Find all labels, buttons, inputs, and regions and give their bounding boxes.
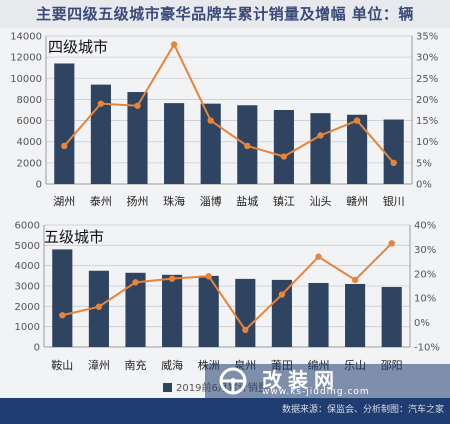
figure-title: 主要四级五级城市豪华品牌车累计销量及增幅 单位：辆	[36, 5, 414, 23]
y-right-tick-label: 25%	[416, 74, 438, 85]
y-right-tick-label: 0%	[414, 318, 430, 329]
y-left-tick-label: 5000	[15, 241, 40, 252]
bar	[308, 282, 329, 347]
y-left-tick-label: 4000	[17, 137, 42, 148]
y-left-tick-label: 0	[34, 343, 40, 354]
x-category-label: 汕头	[310, 195, 332, 208]
growth-point	[351, 276, 359, 284]
x-category-label: 泰州	[90, 194, 112, 208]
panel-1: 0 2000 4000 6000 8000 10000 12000 14000 0% 5% 10% 1…	[10, 32, 438, 209]
y-left-tick-label: 6000	[15, 221, 40, 232]
watermark-title: 改装网	[262, 368, 340, 392]
y-right-tick-label: 30%	[414, 245, 436, 256]
x-category-label: 扬州	[127, 194, 149, 208]
watermark-url: www.ks-jiuding.com	[262, 387, 370, 397]
growth-point	[390, 159, 397, 167]
bar	[164, 103, 185, 184]
steering-wheel-icon	[219, 367, 247, 395]
growth-point	[134, 102, 141, 109]
growth-line	[62, 242, 393, 332]
growth-point	[170, 41, 178, 48]
growth-point	[61, 142, 68, 150]
y-right-tick-label: 20%	[414, 269, 436, 280]
bar	[310, 113, 331, 184]
bar	[125, 272, 146, 347]
growth-point	[168, 275, 176, 282]
bar	[54, 63, 75, 184]
y-left-tick-label: 1000	[15, 322, 40, 333]
x-category-label: 湖州	[53, 195, 75, 208]
y-right-tick-label: 20%	[416, 95, 438, 106]
y-right-tick-label: 35%	[416, 32, 438, 43]
y-left-tick-label: 0	[36, 180, 42, 191]
panel-title: 五级城市	[44, 228, 104, 246]
y-right-tick-label: 10%	[416, 137, 438, 148]
growth-point	[317, 132, 324, 139]
y-right-tick-label: 5%	[416, 158, 432, 169]
x-category-label: 银川	[383, 194, 405, 208]
title-bar	[0, 0, 450, 28]
panel-title: 四级城市	[48, 38, 108, 56]
y-left-tick-label: 14000	[10, 32, 42, 43]
growth-point	[207, 117, 214, 124]
bar	[235, 278, 256, 347]
growth-point	[388, 240, 395, 247]
x-category-label: 淄博	[200, 195, 222, 208]
y-left-tick-label: 3000	[15, 282, 40, 293]
bar	[273, 110, 294, 184]
y-left-tick-label: 10000	[10, 74, 42, 85]
y-left-tick-label: 6000	[17, 116, 42, 127]
growth-point	[132, 279, 139, 286]
growth-point	[242, 326, 249, 334]
footer-bar	[0, 398, 450, 424]
x-category-label: 珠海	[163, 194, 185, 208]
x-category-label: 盐城	[236, 195, 258, 208]
growth-point	[95, 303, 103, 310]
bar	[271, 279, 292, 347]
growth-point	[97, 100, 105, 107]
y-right-tick-label: 10%	[414, 294, 436, 305]
bar	[347, 114, 368, 184]
y-left-tick-label: 12000	[10, 53, 42, 64]
bar	[90, 84, 111, 184]
y-left-tick-label: 2000	[17, 158, 42, 169]
x-category-label: 漳州	[88, 358, 110, 372]
y-right-tick-label: -10%	[414, 343, 440, 354]
x-category-label: 南充	[125, 358, 147, 372]
y-left-tick-label: 4000	[15, 261, 40, 272]
growth-point	[205, 273, 212, 280]
bar	[345, 283, 366, 347]
panel-2: 0 1000 2000 3000 4000 5000 6000 -10% 0% 10% 20% 30%…	[15, 221, 440, 373]
growth-point	[315, 253, 322, 260]
y-left-tick-label: 8000	[17, 95, 42, 106]
y-right-tick-label: 40%	[414, 221, 436, 232]
bar	[198, 275, 219, 347]
growth-point	[59, 312, 66, 319]
bar	[52, 249, 73, 347]
x-category-label: 镇江	[273, 194, 295, 208]
y-right-tick-label: 30%	[416, 53, 438, 64]
growth-point	[280, 153, 288, 160]
growth-point	[278, 291, 286, 298]
growth-line	[63, 42, 395, 164]
x-category-label: 威海	[161, 358, 183, 372]
y-right-tick-label: 0%	[416, 180, 432, 191]
growth-point	[353, 117, 361, 124]
bar	[162, 274, 183, 347]
bar	[200, 103, 221, 184]
y-left-tick-label: 2000	[15, 302, 40, 313]
bar	[127, 92, 148, 184]
growth-point	[244, 142, 251, 150]
bar	[383, 119, 404, 184]
legend-swatch	[163, 383, 172, 392]
y-right-tick-label: 15%	[416, 116, 438, 127]
bar	[381, 287, 402, 347]
source-note: 数据来源：保监会、分析制图：汽车之家	[281, 405, 444, 415]
x-category-label: 鞍山	[51, 358, 73, 372]
x-category-label: 赣州	[346, 194, 368, 208]
